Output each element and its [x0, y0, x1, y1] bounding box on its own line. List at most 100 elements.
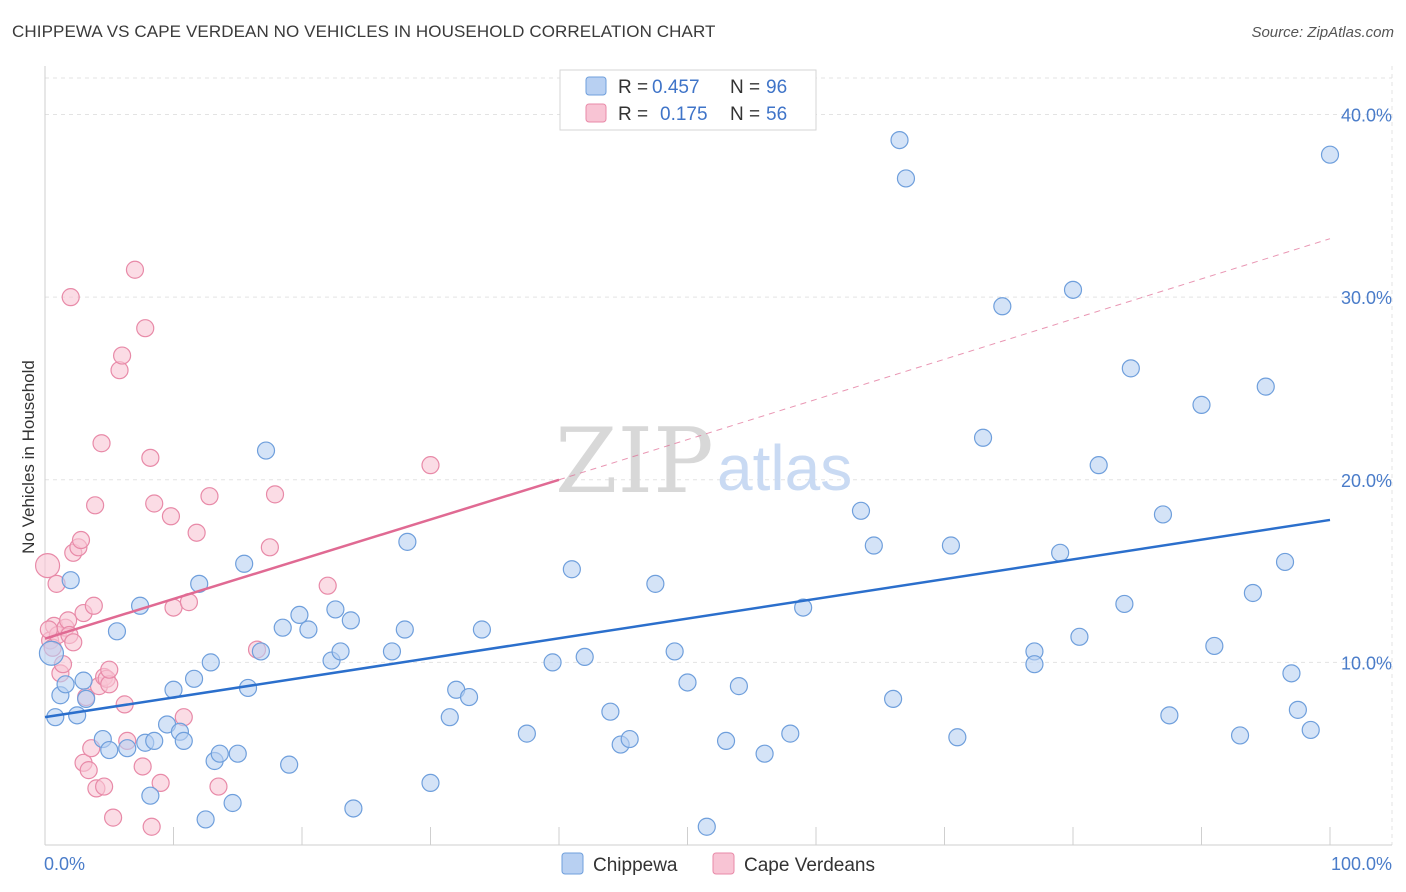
- chippewa-point: [1192, 395, 1211, 414]
- chippewa-point: [77, 689, 96, 709]
- cape-verdeans-point: [125, 260, 145, 279]
- chippewa-point: [941, 536, 961, 555]
- chippewa-points: [38, 130, 1340, 836]
- y-tick-label: 20.0%: [1341, 471, 1392, 491]
- cape-verdeans-point: [318, 576, 337, 595]
- chippewa-point: [201, 653, 220, 672]
- chippewa-point: [190, 574, 209, 593]
- axes: [44, 66, 1392, 846]
- legend-n-label-1: N =: [730, 77, 760, 98]
- chippewa-point: [620, 729, 639, 749]
- chippewa-point: [1121, 359, 1140, 378]
- cape-verdeans-point: [187, 523, 206, 542]
- cape-verdeans-point: [71, 530, 91, 550]
- chippewa-point: [228, 744, 247, 763]
- chippewa-point: [223, 793, 242, 813]
- chippewa-point: [601, 702, 620, 721]
- legend-n-label-2: N =: [730, 104, 760, 125]
- cape-verdeans-trend-extension: [558, 238, 1331, 481]
- cape-verdeans-point: [151, 773, 170, 793]
- cape-verdeans-point: [265, 485, 285, 504]
- legend-r-value-2: 0.175: [660, 104, 708, 125]
- cape-verdeans-point: [92, 434, 111, 453]
- cape-verdeans-points: [34, 260, 440, 836]
- chippewa-point: [61, 571, 80, 590]
- source-label: Source: ZipAtlas.com: [1251, 24, 1394, 41]
- chippewa-point: [1070, 627, 1089, 646]
- chippewa-point: [273, 618, 292, 637]
- chippewa-point: [665, 642, 684, 661]
- chippewa-point: [517, 724, 536, 743]
- chippewa-point: [382, 642, 402, 661]
- bottom-legend-chippewa: Chippewa: [593, 855, 678, 876]
- chippewa-point: [290, 605, 309, 625]
- grid-lines: [45, 66, 1393, 845]
- legend-swatch-chippewa: [585, 76, 607, 96]
- legend-n-value-2: 56: [766, 104, 787, 125]
- chippewa-point: [331, 642, 350, 661]
- chippewa-point: [256, 441, 276, 460]
- bottom-legend-swatch-cape-verdeans: [712, 852, 735, 875]
- chippewa-point: [299, 620, 318, 639]
- chippewa-point: [716, 731, 736, 751]
- chippewa-point: [851, 501, 871, 520]
- legend-r-label-1: R =: [618, 77, 648, 98]
- cape-verdeans-point: [84, 596, 103, 615]
- chippewa-point: [890, 130, 909, 150]
- chippewa-point: [973, 428, 993, 447]
- chippewa-point: [141, 786, 160, 805]
- chippewa-point: [174, 731, 193, 751]
- chippewa-point: [1275, 552, 1295, 572]
- chippewa-point: [729, 677, 749, 696]
- chippewa-point: [1256, 377, 1275, 396]
- cape-verdeans-point: [421, 456, 440, 475]
- chippewa-point: [1205, 636, 1224, 656]
- watermark-zip: ZIP: [555, 409, 714, 514]
- y-tick-label: 30.0%: [1341, 288, 1392, 308]
- chippewa-point: [1301, 720, 1320, 740]
- trend-lines: [44, 238, 1331, 719]
- cape-verdeans-point: [136, 319, 155, 338]
- cape-verdeans-point: [133, 757, 152, 776]
- y-tick-label: 10.0%: [1341, 653, 1392, 673]
- chippewa-point: [1288, 700, 1307, 719]
- chippewa-point: [440, 708, 459, 727]
- legend-r-value-1: 0.457: [652, 77, 700, 98]
- chippewa-point: [251, 642, 270, 661]
- x-tick-label: 100.0%: [1331, 854, 1392, 874]
- y-axis-label: No Vehicles in Household: [19, 360, 38, 554]
- chippewa-point: [210, 744, 229, 763]
- chippewa-point: [883, 689, 903, 709]
- chippewa-point: [646, 574, 665, 593]
- cape-verdeans-point: [79, 761, 98, 780]
- chart-title: CHIPPEWA VS CAPE VERDEAN NO VEHICLES IN …: [12, 22, 716, 41]
- chippewa-point: [575, 647, 594, 667]
- chippewa-point: [100, 740, 119, 760]
- cape-verdeans-point: [104, 808, 123, 827]
- cape-verdeans-point: [112, 346, 132, 365]
- chippewa-point: [864, 536, 883, 555]
- chippewa-point: [794, 598, 813, 617]
- chippewa-point: [145, 731, 164, 751]
- chippewa-trend-line: [44, 518, 1331, 719]
- cape-verdeans-point: [61, 288, 80, 307]
- cape-verdeans-point: [161, 507, 181, 526]
- bottom-legend-swatch-chippewa: [561, 852, 584, 875]
- chippewa-point: [459, 687, 479, 707]
- chippewa-point: [896, 169, 916, 188]
- chippewa-point: [1320, 145, 1340, 164]
- cape-verdeans-point: [142, 817, 161, 836]
- chippewa-point: [1115, 594, 1134, 614]
- chippewa-point: [280, 755, 299, 774]
- chippewa-point: [196, 810, 215, 829]
- chippewa-point: [107, 622, 127, 641]
- chippewa-point: [562, 560, 581, 579]
- chippewa-point: [38, 640, 65, 666]
- cape-verdeans-point: [64, 633, 83, 652]
- chippewa-point: [543, 653, 562, 672]
- chippewa-point: [948, 728, 967, 747]
- chippewa-point: [1089, 456, 1108, 475]
- chippewa-point: [68, 706, 87, 725]
- legend-r-label-2: R =: [618, 104, 648, 125]
